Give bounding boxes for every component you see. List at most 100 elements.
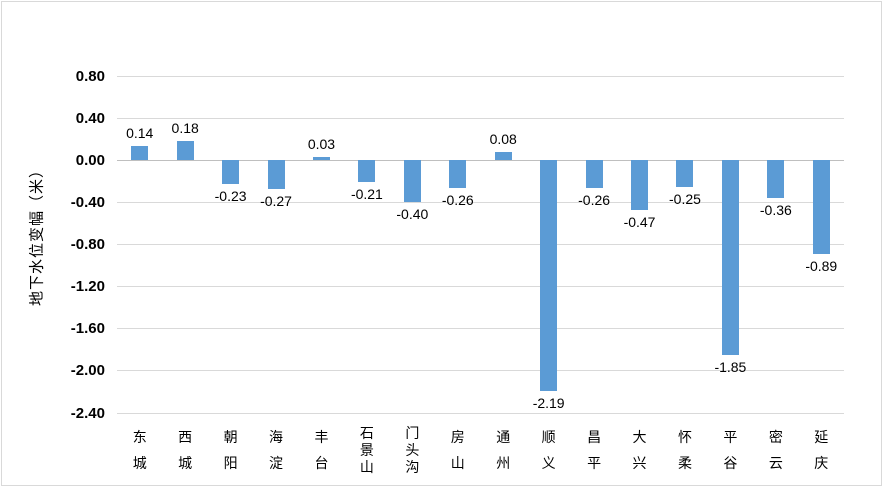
bar [176, 141, 194, 161]
category-label-char: 淀 [269, 455, 284, 471]
category-label-char: 门 [405, 424, 420, 441]
category-label-char: 石 [359, 424, 374, 441]
data-label: -0.40 [396, 206, 429, 223]
y-tick-label: -0.80 [70, 236, 105, 253]
y-tick-label: -0.40 [70, 193, 105, 211]
category-label: 东城 [128, 424, 152, 476]
category-label-char: 城 [132, 455, 147, 471]
y-axis-title: 地下水位变幅（米） [28, 161, 46, 307]
data-label: -0.89 [805, 257, 838, 274]
category-label-char: 密 [768, 429, 783, 445]
zero-axis-line [117, 159, 844, 161]
data-label: 0.14 [126, 124, 154, 141]
category-label-char: 东 [132, 429, 147, 445]
data-label: 0.18 [171, 120, 199, 137]
category-label-char: 头 [405, 441, 420, 458]
category-label-char: 景 [359, 441, 374, 458]
bar [449, 160, 467, 188]
gridline [117, 75, 844, 77]
gridline [117, 370, 844, 372]
category-label-char: 阳 [223, 455, 238, 471]
y-tick-label: -1.60 [70, 320, 105, 338]
data-label: -0.21 [350, 186, 383, 203]
data-label: -0.47 [623, 213, 656, 230]
category-label: 海淀 [264, 424, 288, 476]
category-label-char: 怀 [677, 429, 692, 445]
category-label-char: 台 [314, 455, 329, 471]
data-label: 0.08 [489, 130, 517, 147]
bar [358, 160, 376, 183]
bar [721, 160, 739, 356]
bar [131, 145, 149, 161]
bar [812, 160, 830, 254]
y-tick-label: 0.00 [75, 151, 105, 169]
category-label-char: 沟 [405, 459, 420, 476]
gridline [117, 328, 844, 330]
category-label: 密云 [764, 424, 788, 476]
bar [494, 151, 512, 161]
bar [403, 160, 421, 203]
category-label-char: 丰 [314, 429, 329, 445]
category-label: 丰台 [309, 424, 333, 476]
bar [267, 160, 285, 189]
category-label-char: 云 [768, 455, 783, 471]
bar [631, 160, 649, 210]
data-label: -0.27 [260, 192, 292, 209]
data-label: -2.19 [532, 394, 565, 411]
category-label: 昌平 [582, 424, 606, 476]
data-label: -0.23 [214, 188, 247, 205]
category-label-char: 柔 [677, 455, 692, 471]
category-label-char: 延 [814, 429, 829, 445]
category-label-char: 西 [178, 429, 193, 445]
data-label: -0.25 [669, 190, 701, 207]
category-label-char: 房 [450, 429, 465, 445]
category-label: 门头沟 [400, 424, 424, 476]
category-label-char: 城 [178, 455, 193, 471]
category-label: 朝阳 [219, 424, 243, 476]
y-tick-label: -2.00 [70, 362, 105, 380]
category-label: 大兴 [628, 424, 652, 476]
data-label: 0.03 [307, 136, 336, 153]
category-label: 西城 [173, 424, 197, 476]
data-label: -0.36 [759, 202, 792, 219]
category-label-char: 兴 [632, 455, 647, 471]
bar [767, 160, 785, 199]
y-tick-label: 0.40 [75, 109, 105, 127]
gridline [117, 244, 844, 245]
data-label: -0.26 [441, 191, 474, 208]
category-label-char: 顺 [541, 429, 556, 445]
bar [585, 160, 603, 188]
bar [676, 160, 694, 187]
category-label-char: 大 [632, 429, 647, 445]
category-label-char: 朝 [223, 429, 238, 445]
gridline [117, 412, 844, 414]
category-label: 平谷 [718, 424, 742, 476]
gridline [117, 286, 844, 288]
category-label-char: 山 [450, 455, 465, 471]
gridline [117, 201, 844, 203]
category-label: 房山 [446, 424, 470, 476]
bar [540, 160, 558, 391]
category-label-char: 平 [587, 455, 602, 471]
category-label: 延庆 [809, 424, 833, 476]
bar [222, 160, 240, 185]
category-label-char: 谷 [723, 455, 738, 471]
y-tick-label: 0.80 [75, 67, 105, 85]
y-tick-label: -2.40 [70, 404, 105, 422]
category-label-char: 海 [269, 429, 284, 445]
category-label-char: 义 [541, 455, 556, 471]
category-label: 顺义 [537, 424, 561, 476]
bar [312, 157, 330, 161]
y-tick-label: -1.20 [70, 278, 105, 296]
data-label: -0.26 [578, 191, 611, 208]
data-label: -1.85 [714, 359, 747, 376]
category-label: 通州 [491, 424, 515, 476]
category-label-char: 平 [723, 429, 738, 445]
category-label-char: 州 [496, 455, 511, 471]
category-label: 怀柔 [673, 424, 697, 476]
category-label-char: 通 [496, 429, 511, 445]
category-label-char: 昌 [587, 429, 602, 445]
category-label-char: 山 [359, 459, 374, 476]
category-label-char: 庆 [814, 455, 829, 471]
